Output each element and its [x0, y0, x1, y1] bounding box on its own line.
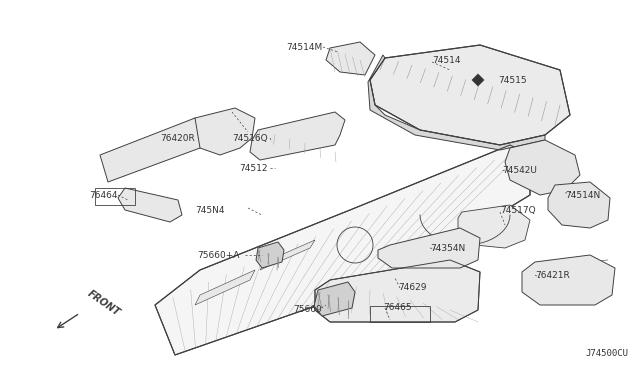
Text: 74514: 74514 — [432, 55, 461, 64]
Polygon shape — [155, 145, 530, 355]
Text: J74500CU: J74500CU — [585, 349, 628, 358]
Text: 75660+A: 75660+A — [198, 250, 240, 260]
Polygon shape — [458, 205, 530, 248]
Text: 76420R: 76420R — [160, 134, 195, 142]
Text: 74515: 74515 — [498, 76, 527, 84]
Text: 74517Q: 74517Q — [500, 205, 536, 215]
Text: 74542U: 74542U — [502, 166, 537, 174]
Polygon shape — [368, 55, 545, 150]
Polygon shape — [378, 228, 480, 268]
Text: 76465: 76465 — [383, 304, 412, 312]
Polygon shape — [326, 42, 375, 75]
Text: 75660: 75660 — [293, 305, 322, 314]
Text: 74514N: 74514N — [565, 190, 600, 199]
Text: 76421R: 76421R — [535, 270, 570, 279]
Text: 74512: 74512 — [239, 164, 268, 173]
Text: 745N4: 745N4 — [195, 205, 225, 215]
Polygon shape — [472, 74, 484, 86]
Text: 74629: 74629 — [398, 283, 426, 292]
Polygon shape — [314, 282, 355, 316]
Polygon shape — [548, 182, 610, 228]
Polygon shape — [522, 255, 615, 305]
Polygon shape — [250, 112, 345, 160]
Text: 76464: 76464 — [90, 190, 118, 199]
Polygon shape — [256, 242, 284, 268]
Polygon shape — [100, 118, 200, 182]
Polygon shape — [505, 140, 580, 195]
Polygon shape — [370, 45, 570, 145]
Polygon shape — [188, 108, 255, 155]
Polygon shape — [260, 240, 315, 270]
Text: FRONT: FRONT — [86, 289, 122, 318]
Polygon shape — [315, 260, 480, 322]
Text: 74514M: 74514M — [285, 42, 322, 51]
Text: 74516Q: 74516Q — [232, 134, 268, 142]
Polygon shape — [195, 270, 255, 305]
Text: 74354N: 74354N — [430, 244, 465, 253]
Polygon shape — [118, 188, 182, 222]
